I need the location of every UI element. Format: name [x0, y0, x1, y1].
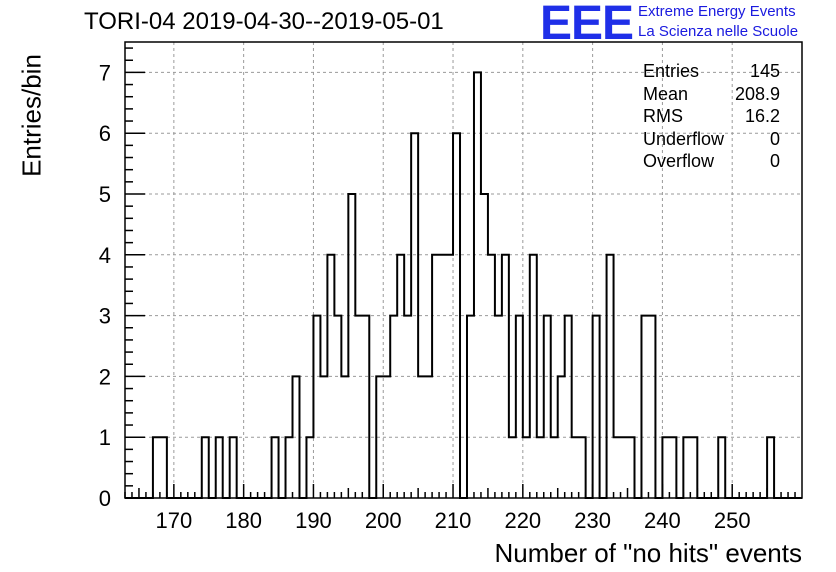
x-tick-label: 170 — [155, 508, 192, 533]
x-axis-label: Number of "no hits" events — [494, 538, 803, 568]
y-tick-label: 1 — [99, 425, 111, 450]
y-tick-label: 3 — [99, 304, 111, 329]
x-tick-label: 240 — [644, 508, 681, 533]
eee-logo: EEE — [540, 0, 634, 50]
logo-caption: Extreme Energy Events La Scienza nelle S… — [638, 2, 798, 42]
stats-value: 16.2 — [744, 106, 780, 126]
y-axis-label: Entries/bin — [16, 54, 47, 177]
axis-tick-labels: 170 180 190 200 210 220 230 240 250 0 1 2 3 4 5 6 7 — [99, 60, 751, 533]
chart-title: TORI-04 2019-04-30--2019-05-01 — [84, 8, 444, 35]
y-tick-label: 5 — [99, 182, 111, 207]
stats-value: 0 — [769, 151, 780, 171]
x-tick-label: 230 — [574, 508, 611, 533]
stats-row-rms: RMS 16.2 — [643, 105, 780, 128]
axis-ticks — [124, 47, 796, 499]
y-tick-label: 7 — [99, 60, 111, 85]
stats-row-underflow: Underflow 0 — [643, 128, 780, 151]
x-tick-label: 220 — [504, 508, 541, 533]
stats-label: Entries — [643, 61, 700, 81]
stats-row-mean: Mean 208.9 — [643, 83, 780, 106]
logo-caption-line1: Extreme Energy Events — [638, 3, 796, 20]
y-tick-label: 6 — [99, 121, 111, 146]
stats-label: Underflow — [643, 128, 725, 149]
stats-value: 145 — [749, 61, 780, 81]
stats-value: 208.9 — [734, 83, 780, 104]
stats-label: Overflow — [643, 151, 715, 171]
logo-caption-line2: La Scienza nelle Scuole — [638, 23, 799, 40]
x-tick-label: 250 — [714, 508, 751, 533]
x-tick-label: 190 — [295, 508, 332, 533]
stats-label: Mean — [643, 83, 689, 104]
x-tick-label: 210 — [435, 508, 472, 533]
y-tick-label: 0 — [99, 486, 111, 511]
stats-box: Entries 145 Mean 208.9 RMS 16.2 Underflo… — [643, 60, 780, 173]
x-tick-label: 200 — [365, 508, 402, 533]
plot-frame — [124, 41, 803, 499]
y-tick-label: 2 — [99, 364, 111, 389]
stats-row-overflow: Overflow 0 — [643, 150, 780, 173]
x-tick-label: 180 — [225, 508, 262, 533]
stats-label: RMS — [643, 106, 683, 126]
stats-row-entries: Entries 145 — [643, 60, 780, 83]
y-tick-label: 4 — [99, 243, 111, 268]
stats-value: 0 — [769, 128, 780, 149]
